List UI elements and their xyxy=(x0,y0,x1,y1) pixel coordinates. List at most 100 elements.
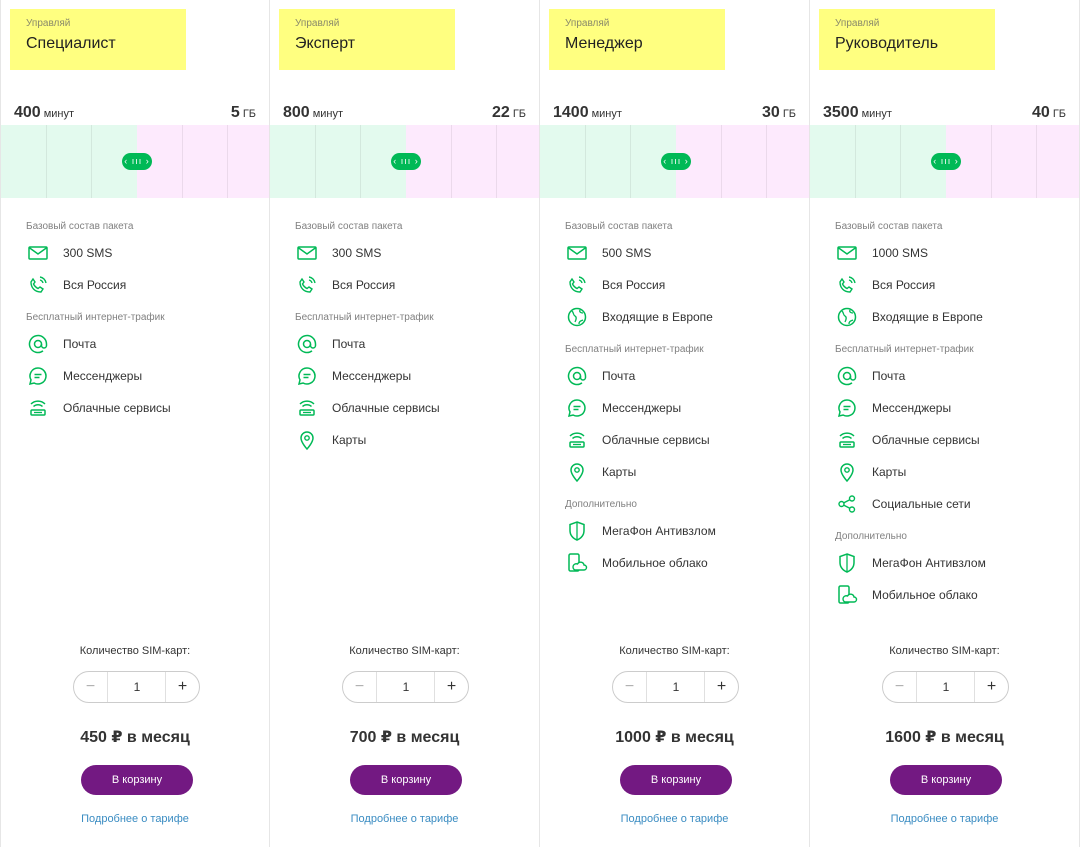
phone-waves-icon xyxy=(26,273,50,297)
feature-item: Почта xyxy=(26,332,256,356)
sim-quantity-stepper[interactable]: − 1 + xyxy=(73,671,200,703)
phone-waves-icon xyxy=(295,273,319,297)
chat-bubble-icon xyxy=(835,396,859,420)
add-to-cart-button[interactable]: В корзину xyxy=(890,765,1002,795)
increment-button[interactable]: + xyxy=(434,672,468,702)
slider-fill xyxy=(540,125,676,198)
cloud-router-icon xyxy=(26,396,50,420)
tariff-details-link[interactable]: Подробнее о тарифе xyxy=(620,813,729,825)
data-unit: ГБ xyxy=(242,108,256,120)
monthly-price: 450 ₽ в месяц xyxy=(80,729,190,746)
sim-quantity-stepper[interactable]: − 1 + xyxy=(612,671,739,703)
add-to-cart-button[interactable]: В корзину xyxy=(350,765,462,795)
data-value: 22 xyxy=(492,104,510,121)
tariff-details-link[interactable]: Подробнее о тарифе xyxy=(81,813,189,825)
slider-divider xyxy=(766,125,767,198)
feature-label: Вся Россия xyxy=(872,278,936,292)
slider-divider xyxy=(721,125,722,198)
increment-button[interactable]: + xyxy=(704,672,738,702)
feature-label: Облачные сервисы xyxy=(63,401,171,415)
plan-subtitle: Управляй xyxy=(565,18,610,29)
tariff-details-link[interactable]: Подробнее о тарифе xyxy=(890,813,999,825)
feature-item: 300 SMS xyxy=(295,241,525,265)
feature-item: Вся Россия xyxy=(26,273,256,297)
minutes-value: 400 xyxy=(14,104,41,121)
feature-item: 1000 SMS xyxy=(835,241,1065,265)
package-amounts: 1400 минут 30 ГБ xyxy=(553,104,796,124)
sim-quantity-stepper[interactable]: − 1 + xyxy=(882,671,1009,703)
feature-label: Карты xyxy=(602,465,637,479)
feature-label: Мобильное облако xyxy=(872,588,978,602)
slider-handle[interactable]: ‹ ııı › xyxy=(931,153,961,170)
slider-divider xyxy=(360,125,361,198)
feature-label: 1000 SMS xyxy=(872,246,929,260)
mobile-cloud-icon xyxy=(565,551,589,575)
decrement-button[interactable]: − xyxy=(883,672,917,702)
quantity-value[interactable]: 1 xyxy=(402,680,410,694)
at-icon xyxy=(835,364,859,388)
data-amount: 5 ГБ xyxy=(231,104,256,122)
slider-divider xyxy=(315,125,316,198)
share-icon xyxy=(835,492,859,516)
package-amounts: 3500 минут 40 ГБ xyxy=(823,104,1066,124)
phone-waves-icon xyxy=(565,273,589,297)
quantity-value[interactable]: 1 xyxy=(133,680,141,694)
feature-label: Облачные сервисы xyxy=(332,401,440,415)
section-heading: Дополнительно xyxy=(565,499,637,510)
data-amount: 22 ГБ xyxy=(492,104,526,122)
quantity-value[interactable]: 1 xyxy=(942,680,950,694)
section-heading: Бесплатный интернет-трафик xyxy=(295,312,434,323)
feature-label: Мобильное облако xyxy=(602,556,708,570)
increment-button[interactable]: + xyxy=(165,672,199,702)
section-heading: Дополнительно xyxy=(835,531,907,542)
add-to-cart-button[interactable]: В корзину xyxy=(620,765,732,795)
feature-label: Входящие в Европе xyxy=(602,310,713,324)
feature-item: Мессенджеры xyxy=(295,364,525,388)
package-slider[interactable]: ‹ ııı › xyxy=(270,125,539,198)
package-amounts: 800 минут 22 ГБ xyxy=(283,104,526,124)
envelope-icon xyxy=(565,241,589,265)
minutes-unit: минут xyxy=(43,108,75,120)
feature-label: Карты xyxy=(872,465,907,479)
add-to-cart-button[interactable]: В корзину xyxy=(81,765,193,795)
package-slider[interactable]: ‹ ııı › xyxy=(1,125,269,198)
section-heading: Базовый состав пакета xyxy=(835,221,943,232)
quantity-value[interactable]: 1 xyxy=(672,680,680,694)
sim-count-label: Количество SIM-карт: xyxy=(79,645,191,657)
slider-divider xyxy=(182,125,183,198)
slider-handle[interactable]: ‹ ııı › xyxy=(122,153,152,170)
slider-handle[interactable]: ‹ ııı › xyxy=(661,153,691,170)
decrement-button[interactable]: − xyxy=(343,672,377,702)
minutes-value: 3500 xyxy=(823,104,859,121)
feature-item: Облачные сервисы xyxy=(565,428,795,452)
minutes-amount: 400 минут xyxy=(14,104,74,122)
section-heading: Бесплатный интернет-трафик xyxy=(26,312,165,323)
feature-item: 300 SMS xyxy=(26,241,256,265)
feature-item: Входящие в Европе xyxy=(835,305,1065,329)
sim-quantity-stepper[interactable]: − 1 + xyxy=(342,671,469,703)
package-slider[interactable]: ‹ ııı › xyxy=(540,125,809,198)
tariff-details-link[interactable]: Подробнее о тарифе xyxy=(350,813,459,825)
feature-label: Облачные сервисы xyxy=(872,433,980,447)
feature-item: Мессенджеры xyxy=(835,396,1065,420)
section-heading: Базовый состав пакета xyxy=(26,221,134,232)
package-slider[interactable]: ‹ ııı › xyxy=(810,125,1079,198)
increment-button[interactable]: + xyxy=(974,672,1008,702)
data-amount: 40 ГБ xyxy=(1032,104,1066,122)
plan-title-box: Управляй Руководитель xyxy=(819,9,995,70)
data-amount: 30 ГБ xyxy=(762,104,796,122)
decrement-button[interactable]: − xyxy=(74,672,108,702)
feature-label: МегаФон Антивзлом xyxy=(872,556,986,570)
slider-handle[interactable]: ‹ ııı › xyxy=(391,153,421,170)
feature-item: Почта xyxy=(295,332,525,356)
plan-name: Руководитель xyxy=(835,35,939,52)
feature-item: Облачные сервисы xyxy=(835,428,1065,452)
sim-count-label: Количество SIM-карт: xyxy=(349,645,460,657)
sim-count-label: Количество SIM-карт: xyxy=(889,645,1000,657)
decrement-button[interactable]: − xyxy=(613,672,647,702)
slider-divider xyxy=(991,125,992,198)
mobile-cloud-icon xyxy=(835,583,859,607)
minutes-amount: 800 минут xyxy=(283,104,343,122)
feature-label: Облачные сервисы xyxy=(602,433,710,447)
feature-item: Карты xyxy=(565,460,795,484)
